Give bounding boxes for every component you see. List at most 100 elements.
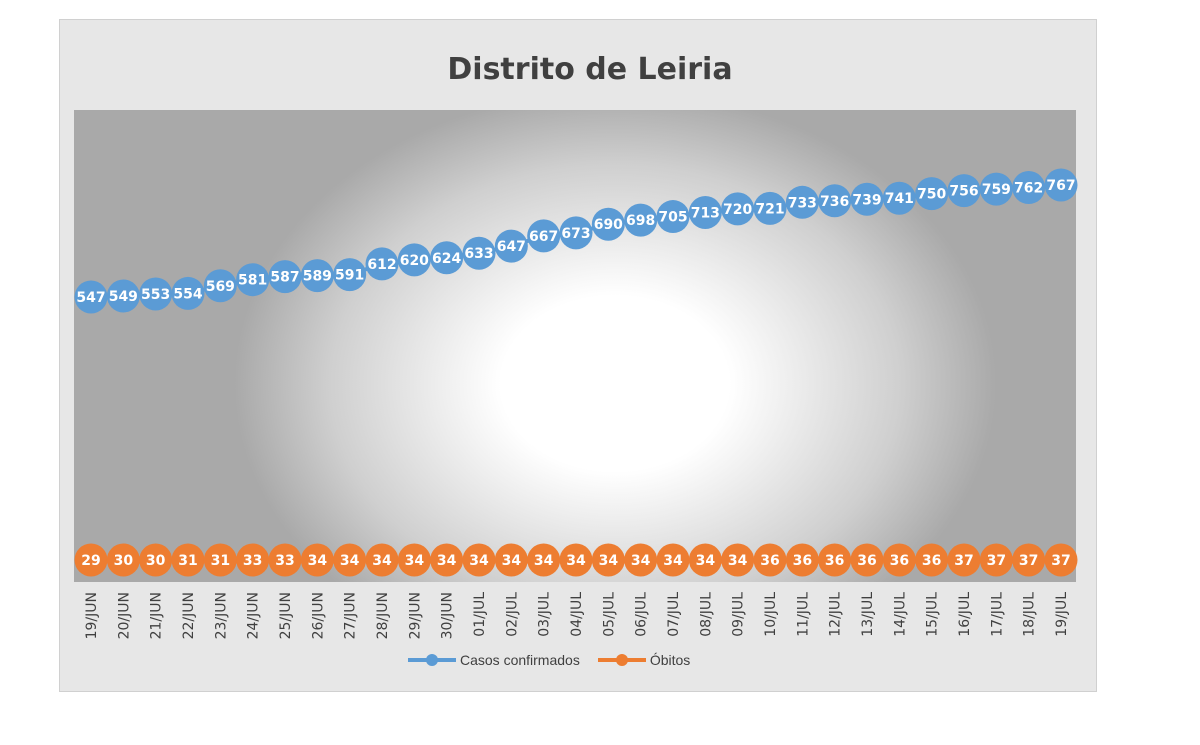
data-label-obitos: 36 [825, 553, 844, 569]
x-tick-label: 29/JUN [407, 592, 423, 639]
data-point-obitos [300, 543, 334, 577]
data-point-obitos [979, 543, 1013, 577]
data-point-obitos [882, 543, 916, 577]
data-point-casos [430, 241, 464, 275]
data-point-casos [203, 269, 237, 303]
data-point-obitos [74, 543, 108, 577]
data-point-casos [753, 191, 787, 225]
data-label-casos: 750 [917, 187, 946, 203]
x-tick-label: 06/JUL [634, 592, 650, 637]
data-point-obitos [397, 543, 431, 577]
data-point-obitos [1044, 543, 1078, 577]
data-point-casos [171, 276, 205, 310]
data-point-casos [300, 259, 334, 293]
data-point-obitos [333, 543, 367, 577]
data-label-obitos: 33 [275, 553, 294, 569]
data-point-casos [591, 207, 625, 241]
data-label-obitos: 34 [340, 553, 360, 569]
data-label-casos: 720 [723, 202, 752, 218]
data-label-obitos: 29 [81, 553, 100, 569]
data-point-casos [721, 192, 755, 226]
data-label-obitos: 34 [599, 553, 619, 569]
data-point-obitos [365, 543, 399, 577]
data-point-obitos [171, 543, 205, 577]
data-label-obitos: 37 [1019, 553, 1038, 569]
data-point-casos [462, 236, 496, 270]
data-point-obitos [527, 543, 561, 577]
data-label-casos: 741 [885, 191, 914, 207]
data-label-obitos: 30 [114, 553, 134, 569]
legend-label-casos: Casos confirmados [460, 652, 580, 668]
legend: Casos confirmados Óbitos [408, 651, 690, 669]
data-label-obitos: 34 [696, 553, 716, 569]
data-label-obitos: 34 [308, 553, 328, 569]
data-label-casos: 633 [464, 246, 493, 262]
data-label-casos: 624 [432, 251, 461, 267]
data-point-obitos [915, 543, 949, 577]
x-tick-label: 16/JUL [957, 592, 973, 637]
x-tick-label: 04/JUL [569, 592, 585, 637]
x-tick-label: 21/JUN [149, 592, 165, 639]
data-label-obitos: 31 [178, 553, 197, 569]
data-label-obitos: 34 [728, 553, 748, 569]
x-tick-label: 12/JUL [828, 592, 844, 637]
data-label-obitos: 37 [954, 553, 973, 569]
data-label-obitos: 31 [211, 553, 230, 569]
data-point-casos [139, 277, 173, 311]
data-label-casos: 554 [173, 286, 202, 302]
x-tick-label: 19/JUL [1054, 592, 1070, 637]
x-tick-label: 30/JUN [440, 592, 456, 639]
x-tick-label: 09/JUL [731, 592, 747, 637]
data-point-casos [818, 184, 852, 218]
x-tick-label: 17/JUL [989, 592, 1005, 637]
data-label-casos: 549 [109, 289, 138, 305]
data-point-obitos [559, 543, 593, 577]
data-label-casos: 589 [303, 269, 332, 285]
data-point-obitos [947, 543, 981, 577]
data-label-casos: 673 [561, 226, 590, 242]
data-point-casos [106, 279, 140, 313]
data-label-obitos: 36 [890, 553, 909, 569]
data-label-casos: 698 [626, 213, 655, 229]
data-label-casos: 569 [206, 279, 235, 295]
x-tick-label: 11/JUL [795, 592, 811, 637]
data-label-casos: 547 [76, 290, 105, 306]
x-tick-label: 25/JUN [278, 592, 294, 639]
data-label-casos: 756 [949, 184, 978, 200]
x-tick-label: 18/JUL [1022, 592, 1038, 637]
data-label-casos: 553 [141, 287, 170, 303]
data-label-casos: 581 [238, 273, 267, 289]
x-tick-label: 28/JUN [375, 592, 391, 639]
data-point-obitos [591, 543, 625, 577]
data-label-casos: 767 [1046, 178, 1075, 194]
data-point-obitos [268, 543, 302, 577]
data-label-casos: 705 [658, 210, 687, 226]
data-label-casos: 690 [594, 217, 623, 233]
data-point-casos [624, 203, 658, 237]
data-point-obitos [818, 543, 852, 577]
data-label-obitos: 34 [566, 553, 586, 569]
data-point-casos [268, 260, 302, 294]
data-label-casos: 762 [1014, 181, 1043, 197]
data-point-casos [527, 219, 561, 253]
data-label-obitos: 36 [857, 553, 876, 569]
x-tick-label: 26/JUN [310, 592, 326, 639]
data-point-obitos [494, 543, 528, 577]
legend-swatch-obitos-icon [597, 653, 646, 667]
data-label-casos: 667 [529, 229, 558, 245]
legend-label-obitos: Óbitos [649, 652, 691, 668]
x-tick-label: 03/JUL [537, 592, 553, 637]
data-label-obitos: 30 [146, 553, 166, 569]
legend-item-casos: Casos confirmados [408, 652, 580, 668]
x-tick-label: 07/JUL [666, 592, 682, 637]
data-label-obitos: 36 [922, 553, 941, 569]
chart-title: Distrito de Leiria [447, 52, 733, 87]
data-label-obitos: 34 [437, 553, 457, 569]
data-label-casos: 721 [755, 201, 784, 217]
data-point-casos [333, 258, 367, 292]
data-label-obitos: 34 [469, 553, 489, 569]
data-point-casos [365, 247, 399, 281]
x-tick-label: 10/JUL [763, 592, 779, 637]
data-label-casos: 739 [852, 192, 881, 208]
